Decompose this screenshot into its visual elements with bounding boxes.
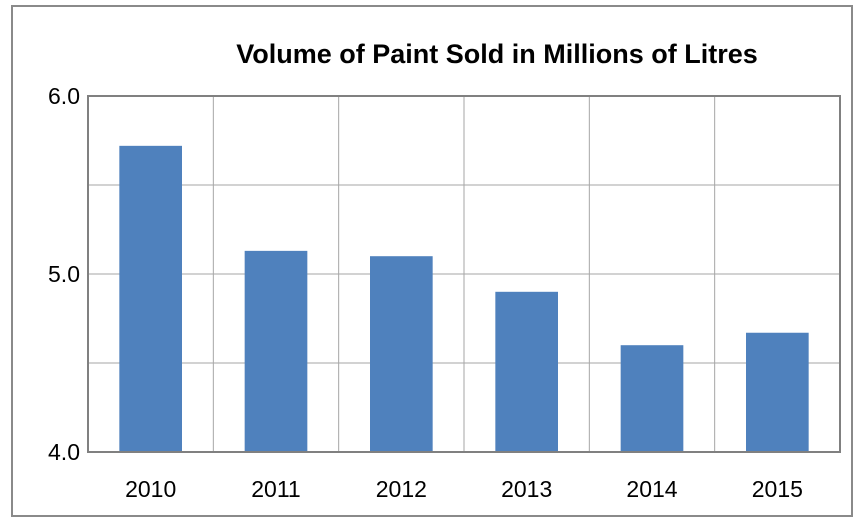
y-tick-label: 6.0 bbox=[48, 83, 80, 109]
x-tick-label: 2010 bbox=[125, 476, 176, 502]
bar-2015 bbox=[746, 332, 809, 452]
plot-area-border bbox=[87, 95, 841, 453]
grid-lines bbox=[88, 96, 840, 452]
bar-2011 bbox=[244, 250, 308, 452]
bar-2013 bbox=[495, 291, 558, 452]
chart-title: Volume of Paint Sold in Millions of Litr… bbox=[236, 39, 758, 69]
bars bbox=[119, 145, 809, 452]
plot-border bbox=[87, 95, 841, 453]
x-tick-label: 2014 bbox=[626, 476, 677, 502]
y-tick-label: 5.0 bbox=[48, 261, 80, 287]
x-tick-label: 2013 bbox=[501, 476, 552, 502]
bar-2012 bbox=[370, 256, 433, 452]
x-axis-tick-labels: 2010 2011 2012 2013 2014 2015 bbox=[125, 476, 803, 502]
y-axis-tick-labels: 4.0 5.0 6.0 bbox=[48, 83, 80, 465]
x-tick-label: 2015 bbox=[752, 476, 803, 502]
y-tick-label: 4.0 bbox=[48, 439, 80, 465]
bar-2014 bbox=[620, 345, 684, 452]
x-tick-label: 2012 bbox=[376, 476, 427, 502]
bar-2010 bbox=[119, 145, 182, 452]
x-tick-label: 2011 bbox=[251, 476, 300, 502]
